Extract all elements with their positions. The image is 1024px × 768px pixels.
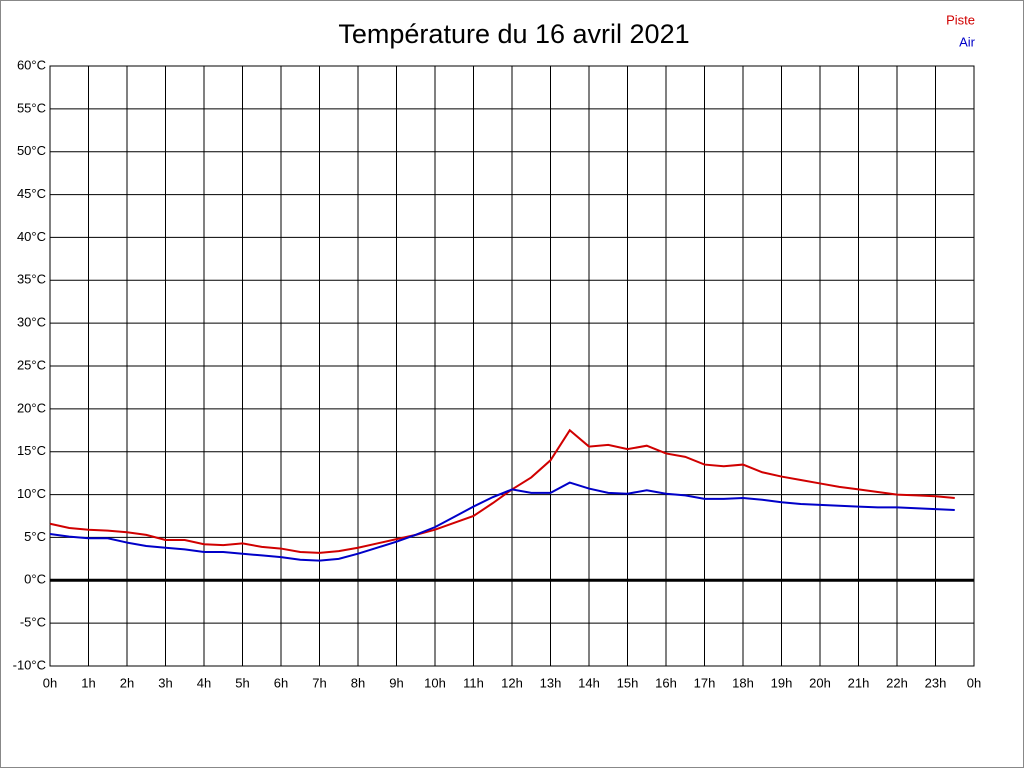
y-tick-label: 60°C	[17, 57, 46, 72]
x-tick-label: 6h	[274, 675, 288, 690]
x-tick-label: 16h	[655, 675, 677, 690]
x-tick-label: 15h	[617, 675, 639, 690]
x-tick-label: 0h	[43, 675, 57, 690]
x-tick-label: 23h	[925, 675, 947, 690]
x-tick-label: 22h	[886, 675, 908, 690]
y-tick-label: 25°C	[17, 357, 46, 372]
x-tick-label: 2h	[120, 675, 134, 690]
x-tick-label: 21h	[848, 675, 870, 690]
x-tick-label: 0h	[967, 675, 981, 690]
y-tick-label: 20°C	[17, 400, 46, 415]
x-tick-label: 9h	[389, 675, 403, 690]
x-tick-label: 20h	[809, 675, 831, 690]
y-tick-label: 50°C	[17, 143, 46, 158]
legend-entry: Piste	[946, 12, 975, 27]
y-tick-label: -5°C	[20, 615, 46, 630]
x-tick-label: 8h	[351, 675, 365, 690]
y-tick-label: 35°C	[17, 272, 46, 287]
y-tick-label: 45°C	[17, 186, 46, 201]
y-tick-label: 0°C	[24, 572, 46, 587]
x-tick-label: 14h	[578, 675, 600, 690]
y-tick-label: 5°C	[24, 529, 46, 544]
x-tick-label: 13h	[540, 675, 562, 690]
x-tick-label: 17h	[694, 675, 716, 690]
legend-entry: Air	[959, 34, 976, 49]
y-tick-label: 55°C	[17, 100, 46, 115]
x-tick-label: 10h	[424, 675, 446, 690]
x-tick-label: 7h	[312, 675, 326, 690]
y-tick-label: 15°C	[17, 443, 46, 458]
x-tick-label: 1h	[81, 675, 95, 690]
data-line	[49, 481, 955, 562]
x-tick-label: 3h	[158, 675, 172, 690]
x-tick-label: 5h	[235, 675, 249, 690]
x-tick-label: 11h	[463, 675, 484, 690]
x-tick-label: 18h	[732, 675, 754, 690]
y-tick-label: 40°C	[17, 229, 46, 244]
x-tick-label: 4h	[197, 675, 211, 690]
y-tick-label: 30°C	[17, 315, 46, 330]
y-tick-label: 10°C	[17, 486, 46, 501]
chart-title: Température du 16 avril 2021	[338, 19, 689, 49]
y-tick-label: -10°C	[13, 657, 46, 672]
data-line	[49, 428, 955, 554]
x-tick-label: 12h	[501, 675, 523, 690]
x-tick-label: 19h	[771, 675, 793, 690]
